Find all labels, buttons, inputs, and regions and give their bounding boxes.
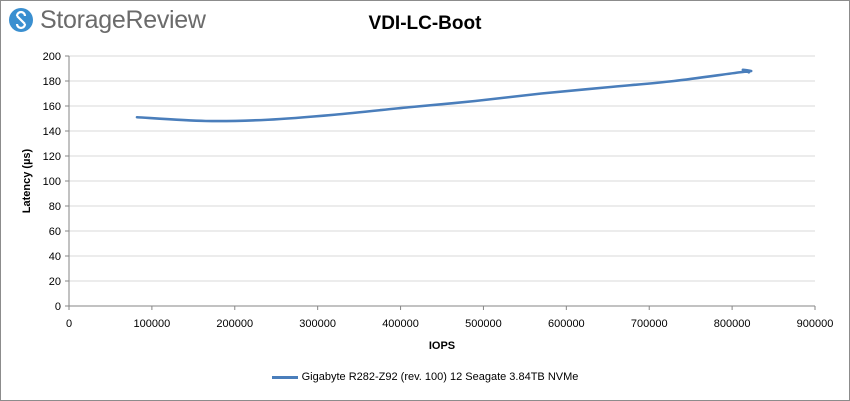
legend-swatch — [271, 375, 298, 379]
x-tick-label: 500000 — [465, 318, 502, 330]
legend-label: Gigabyte R282-Z92 (rev. 100) 12 Seagate … — [301, 371, 579, 383]
y-tick-label: 60 — [49, 226, 61, 238]
x-tick-label: 600000 — [548, 318, 585, 330]
y-tick-label: 180 — [43, 76, 61, 88]
legend: Gigabyte R282-Z92 (rev. 100) 12 Seagate … — [0, 371, 850, 383]
y-tick-label: 160 — [43, 101, 61, 113]
y-tick-label: 100 — [43, 176, 61, 188]
x-tick-labels: 0 100000 200000 300000 400000 500000 600000 700… — [66, 318, 833, 330]
y-tick-label: 120 — [43, 151, 61, 163]
y-tick-label: 0 — [55, 301, 61, 313]
chart-title: VDI-LC-Boot — [368, 13, 482, 34]
y-tick-label: 140 — [43, 126, 61, 138]
axes — [65, 55, 816, 310]
y-tick-label: 200 — [43, 51, 61, 63]
x-tick-label: 100000 — [134, 318, 171, 330]
y-tick-label: 40 — [49, 251, 61, 263]
x-tick-label: 800000 — [714, 318, 751, 330]
y-tick-labels: 0 20 40 60 80 100 120 140 160 180 200 — [43, 51, 61, 313]
x-tick-label: 400000 — [382, 318, 419, 330]
x-tick-label: 200000 — [216, 318, 253, 330]
gridlines — [69, 55, 815, 282]
y-tick-label: 80 — [49, 201, 61, 213]
logo-icon — [9, 8, 33, 32]
series-line — [135, 68, 753, 123]
series-lines — [135, 68, 753, 123]
logo-text: StorageReview — [40, 5, 206, 34]
storagereview-logo: StorageReview — [8, 6, 206, 34]
x-tick-label: 700000 — [631, 318, 668, 330]
y-axis-label: Latency (µs) — [21, 148, 33, 213]
x-axis-label: IOPS — [429, 340, 455, 352]
x-tick-label: 0 — [66, 318, 72, 330]
x-tick-label: 900000 — [797, 318, 834, 330]
y-tick-label: 20 — [49, 276, 61, 288]
x-tick-label: 300000 — [299, 318, 336, 330]
